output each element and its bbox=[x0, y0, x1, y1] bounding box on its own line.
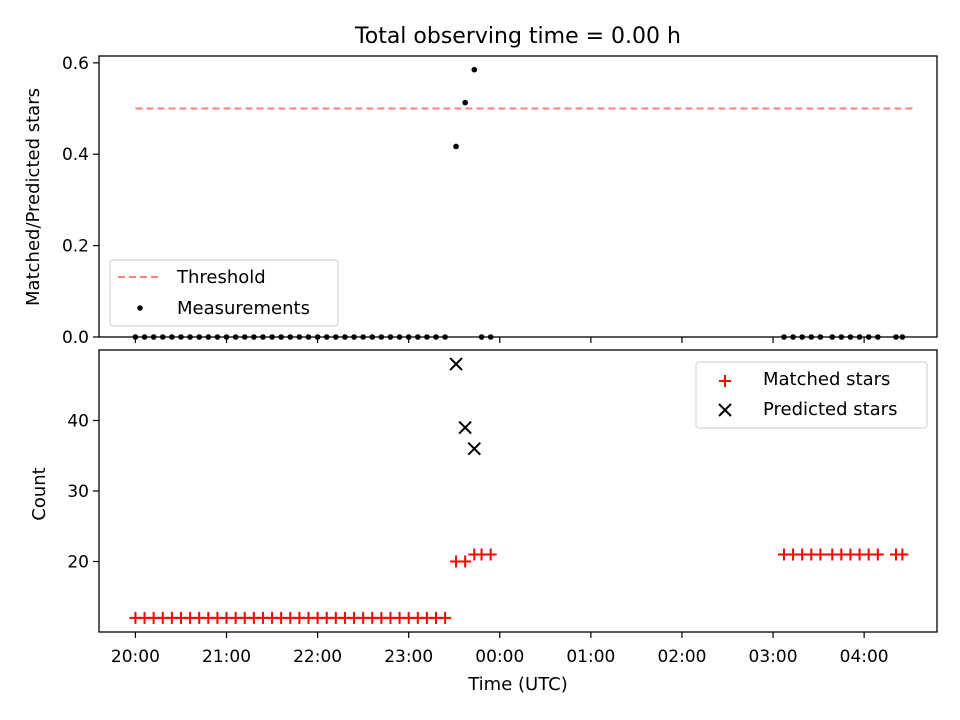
x-tick-label: 03:00 bbox=[749, 647, 798, 667]
top-y-ticks: 0.0 0.2 0.4 0.6 bbox=[62, 54, 99, 348]
legend-matched-swatch bbox=[719, 375, 731, 387]
top-y-tick-label: 0.0 bbox=[62, 328, 89, 348]
x-tick-label: 00:00 bbox=[475, 647, 524, 667]
legend-threshold-label: Threshold bbox=[176, 267, 266, 288]
x-tick-label: 23:00 bbox=[384, 647, 433, 667]
measurement-point bbox=[462, 99, 468, 106]
bottom-y-ticks: 20 30 40 bbox=[67, 412, 99, 573]
bottom-y-tick-label: 30 bbox=[67, 482, 89, 502]
bottom-x-ticks: 20:00 21:00 22:00 23:00 00:00 01:00 02:00 03:00… bbox=[111, 632, 889, 667]
top-panel: 0.0 0.2 0.4 0.6 Matched/Predicted stars Thr… bbox=[23, 54, 938, 348]
matched-star-marker bbox=[484, 548, 497, 561]
bottom-y-tick-label: 40 bbox=[67, 412, 89, 432]
x-axis-label: Time (UTC) bbox=[467, 674, 568, 695]
legend-predicted-swatch bbox=[718, 403, 732, 417]
chart-title: Total observing time = 0.00 h bbox=[354, 24, 681, 49]
legend-matched-label: Matched stars bbox=[763, 369, 890, 390]
matched-star-marker bbox=[814, 548, 827, 561]
top-y-tick-label: 0.4 bbox=[62, 145, 89, 165]
x-tick-label: 02:00 bbox=[657, 647, 706, 667]
matched-star-marker bbox=[459, 555, 472, 568]
top-y-tick-label: 0.6 bbox=[62, 54, 89, 74]
legend-measurements-swatch bbox=[137, 305, 143, 311]
matched-star-marker bbox=[896, 548, 909, 561]
bottom-legend: Matched stars Predicted stars bbox=[695, 361, 928, 429]
top-axes-frame bbox=[98, 55, 938, 338]
bottom-marks bbox=[129, 357, 909, 624]
measurement-point bbox=[471, 66, 478, 73]
matched-star-marker bbox=[439, 611, 452, 624]
predicted-star-marker bbox=[458, 420, 472, 435]
top-y-tick-label: 0.2 bbox=[62, 237, 89, 257]
x-tick-label: 04:00 bbox=[840, 647, 889, 667]
x-tick-label: 01:00 bbox=[566, 647, 615, 667]
x-tick-label: 22:00 bbox=[293, 647, 342, 667]
bottom-y-axis-label: Count bbox=[29, 467, 50, 520]
bottom-legend-box bbox=[695, 361, 928, 429]
top-legend-box bbox=[109, 259, 339, 327]
bottom-y-tick-label: 20 bbox=[67, 553, 89, 573]
predicted-star-marker bbox=[467, 441, 481, 456]
top-y-axis-label: Matched/Predicted stars bbox=[23, 88, 44, 306]
top-legend: Threshold Measurements bbox=[109, 259, 339, 327]
legend-measurements-label: Measurements bbox=[177, 298, 310, 319]
predicted-star-marker bbox=[449, 357, 463, 371]
measurement-point bbox=[453, 143, 459, 150]
matched-star-marker bbox=[871, 548, 884, 561]
legend-predicted-label: Predicted stars bbox=[763, 399, 897, 420]
bottom-panel: 20 30 40 20:00 21:00 22:00 23:00 00:00 01:00 02:… bbox=[29, 349, 938, 695]
x-tick-label: 21:00 bbox=[202, 647, 251, 667]
top-x-ticks bbox=[134, 337, 865, 343]
x-tick-label: 20:00 bbox=[111, 647, 160, 667]
